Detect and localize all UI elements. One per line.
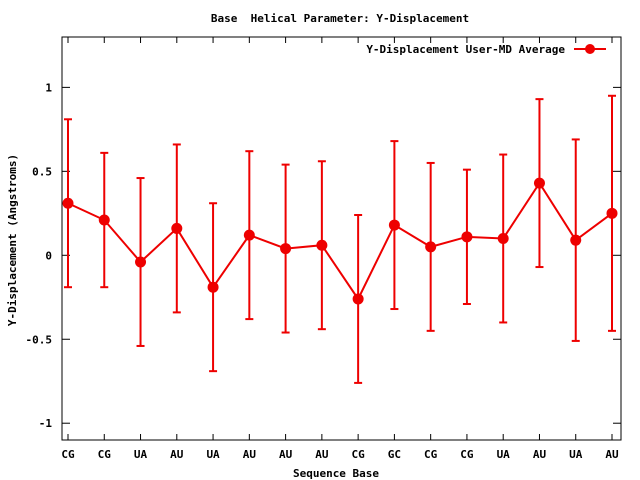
series-line [67,181,613,301]
x-tick-label: AU [533,448,547,461]
x-tick-label: UA [206,448,220,461]
legend-label: Y-Displacement User-MD Average [366,43,565,56]
series-polyline [67,181,613,301]
x-tick-label: AU [315,448,329,461]
x-tick-label: UA [569,448,583,461]
y-tick-label: -0.5 [26,333,53,346]
data-point [171,222,183,234]
data-point [352,293,364,305]
data-points [62,177,618,305]
legend: Y-Displacement User-MD Average [366,43,606,56]
x-tick-label: AU [170,448,184,461]
data-point [280,243,292,255]
y-axis: -1 -0.5 0 0.5 1 [26,81,621,430]
data-point [62,197,74,209]
data-point [316,239,328,251]
y-tick-label: -1 [39,417,53,430]
x-tick-label: AU [243,448,257,461]
plot-frame [61,36,622,441]
x-tick-label: AU [279,448,293,461]
data-point [425,241,437,253]
x-tick-label: CG [98,448,112,461]
y-tick-label: 1 [45,81,52,94]
data-point [606,207,618,219]
x-axis: CG CG UA AU UA AU AU AU CG GC CG CG UA AU UA AU [61,37,619,461]
data-point [388,219,400,231]
x-tick-label: CG [352,448,366,461]
x-tick-label: CG [460,448,474,461]
y-tick-label: 0 [45,249,52,262]
data-point [461,231,473,243]
data-point [98,214,110,226]
x-tick-label: CG [424,448,438,461]
x-tick-label: UA [134,448,148,461]
data-point [207,281,219,293]
data-point [135,256,147,268]
x-tick-label: CG [61,448,75,461]
x-tick-label: UA [497,448,511,461]
error-bars [64,94,616,384]
data-point [570,234,582,246]
data-point [533,177,545,189]
legend-marker-swatch [585,44,595,54]
data-point [243,229,255,241]
y-tick-label: 0.5 [32,165,52,178]
x-tick-label: GC [388,448,401,461]
x-axis-label: Sequence Base [293,467,379,480]
x-tick-label: AU [605,448,619,461]
chart-title: Base Helical Parameter: Y-Displacement [211,12,469,25]
y-axis-label: Y-Displacement (Angstroms) [6,154,19,326]
data-point [497,233,509,244]
